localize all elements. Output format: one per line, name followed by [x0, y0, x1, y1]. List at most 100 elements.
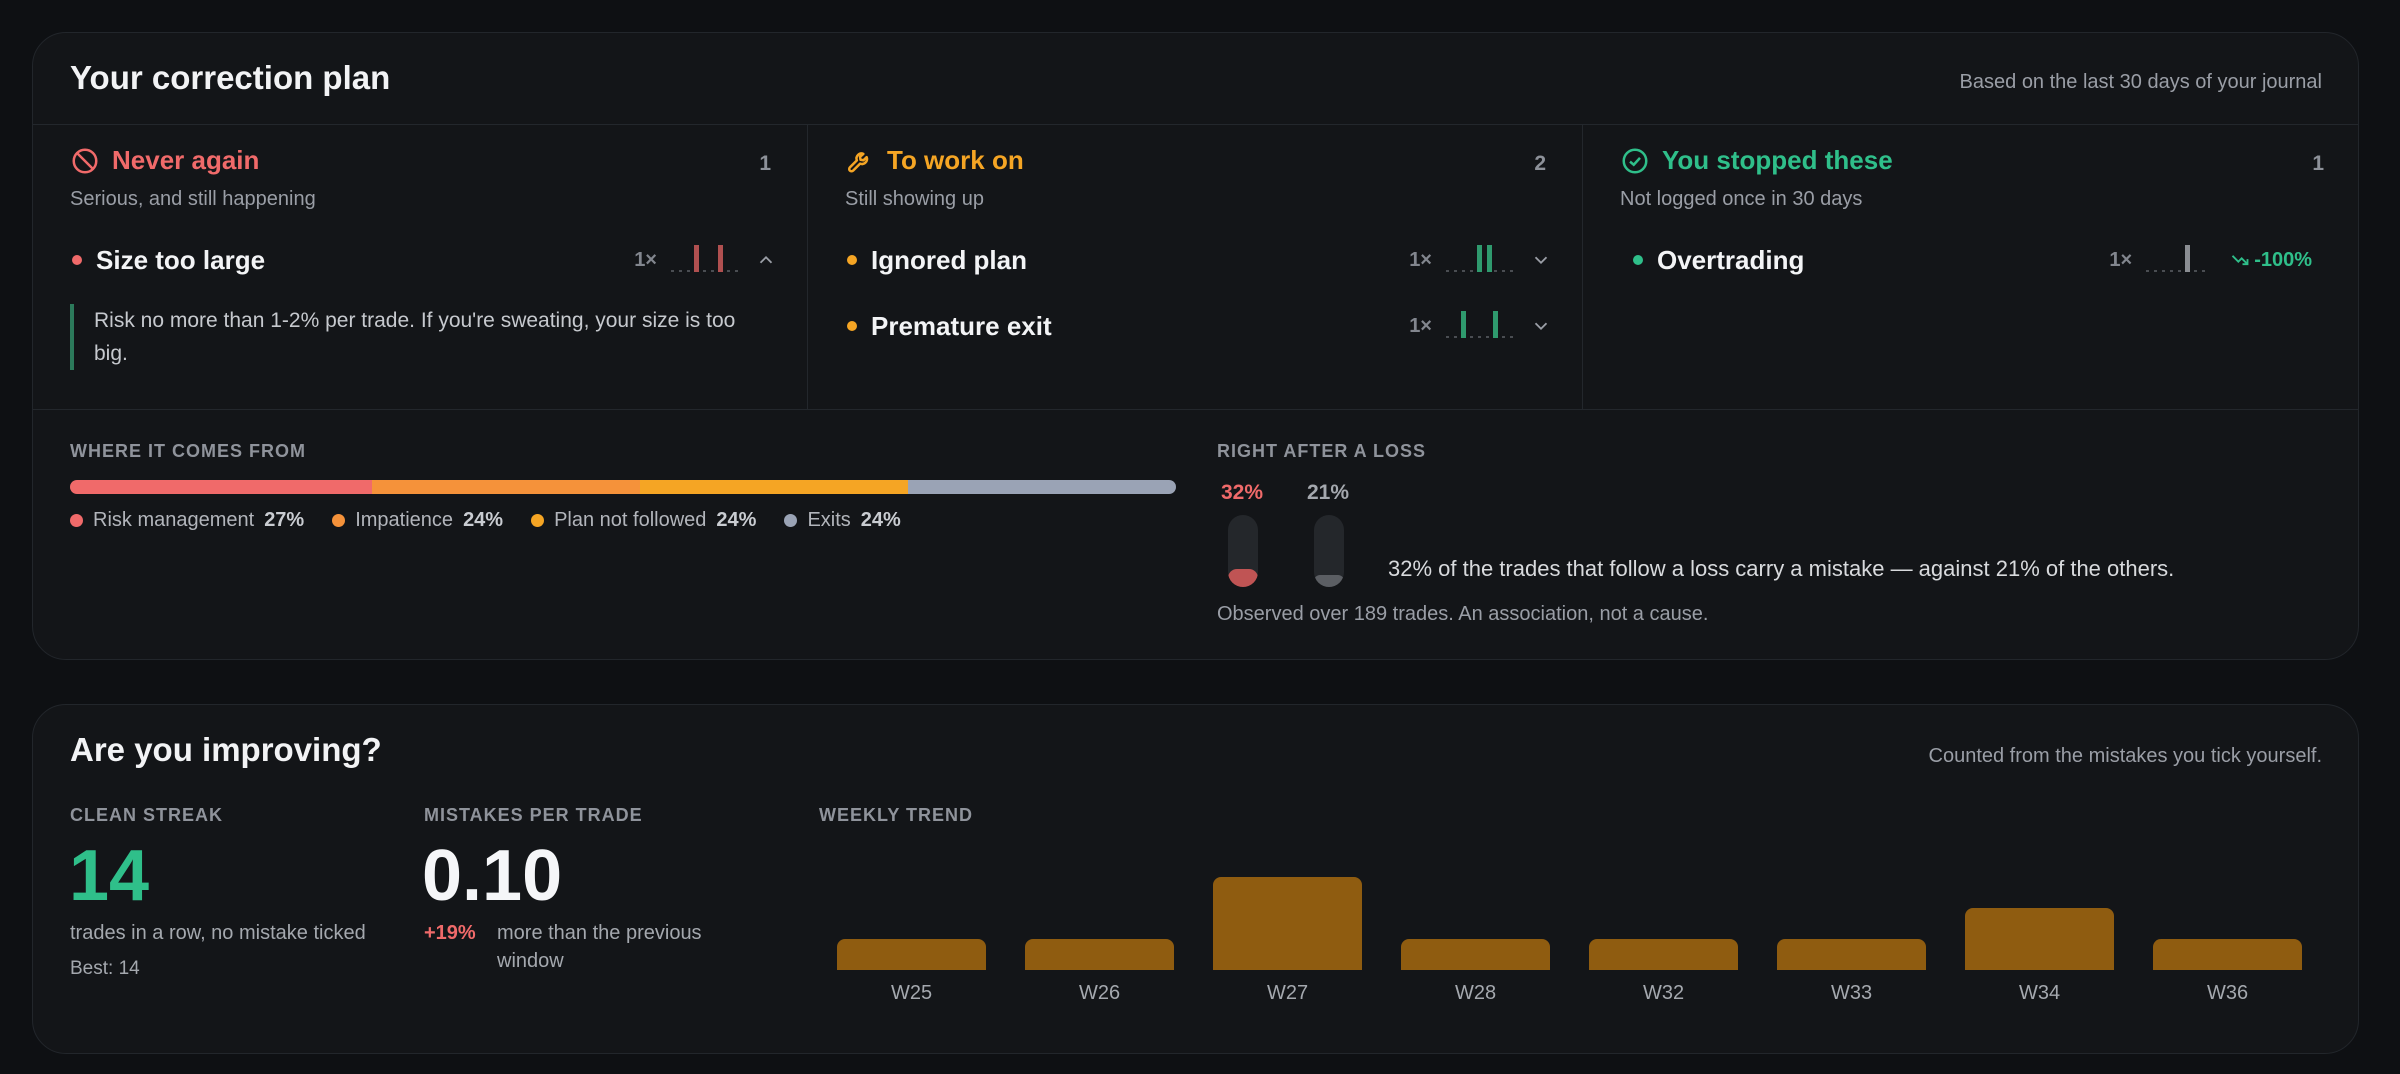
others-pct: 21%	[1307, 481, 1350, 504]
loss-sentence: 32% of the trades that follow a loss car…	[1388, 556, 2175, 581]
per-trade-caption: more than the previous	[497, 922, 702, 944]
after-loss-pct: 32%	[1221, 481, 1264, 504]
legend-item: Risk management 27%	[70, 509, 304, 532]
streak-value: 14	[69, 836, 150, 916]
origin-label: WHERE IT COMES FROM	[70, 441, 306, 461]
trend-tick-label: W28	[1455, 982, 1496, 1004]
mistake-item-size-too-large[interactable]: Size too large 1×	[70, 240, 777, 280]
sparkline	[2146, 245, 2206, 272]
divider	[33, 409, 2358, 410]
trend-value: -100%	[2254, 248, 2312, 271]
trend-bar-base	[2153, 962, 2302, 970]
origin-segment	[907, 480, 1176, 494]
card-title: Are you improving?	[70, 731, 382, 768]
column-subtitle: Not logged once in 30 days	[1620, 188, 1863, 210]
legend-value: 24%	[463, 509, 504, 531]
others-gauge	[1314, 515, 1344, 587]
mistake-item-ignored-plan[interactable]: Ignored plan 1×	[845, 240, 1552, 280]
column-count: 1	[759, 152, 771, 175]
trend-badge: -100%	[2230, 249, 2312, 272]
mistake-count: 1×	[2109, 248, 2133, 271]
legend-label: Plan not followed	[554, 509, 707, 531]
sparkline	[1446, 245, 1513, 272]
column-never-again: Never again 1 Serious, and still happeni…	[33, 124, 807, 409]
legend-value: 27%	[264, 509, 305, 531]
weekly-trend-label: WEEKLY TREND	[819, 805, 974, 825]
status-dot	[847, 255, 857, 265]
column-count: 1	[2312, 152, 2324, 175]
sparkline	[671, 245, 738, 272]
mistake-name: Ignored plan	[871, 244, 1027, 275]
status-dot	[847, 321, 857, 331]
chevron-up-icon[interactable]	[755, 249, 777, 271]
column-stopped: You stopped these 1 Not logged once in 3…	[1583, 124, 2358, 409]
column-header: Never again	[70, 145, 259, 176]
mistake-item-overtrading[interactable]: Overtrading 1× -100%	[1631, 240, 2312, 280]
trending-down-icon	[2232, 255, 2249, 266]
origin-legend: Risk management 27% Impatience 24% Plan no…	[70, 509, 901, 532]
per-trade-caption: window	[497, 950, 564, 972]
legend-label: Exits	[807, 509, 851, 531]
per-trade-change: +19%	[424, 922, 476, 944]
chevron-down-icon[interactable]	[1530, 249, 1552, 271]
sparkline	[1446, 311, 1513, 338]
trend-bar-base	[837, 962, 986, 970]
per-trade-value: 0.10	[422, 836, 563, 916]
gauge-fill	[1314, 575, 1344, 587]
trend-bar[interactable]	[1965, 908, 2114, 970]
legend-value: 24%	[860, 509, 901, 531]
trend-tick-label: W25	[891, 982, 932, 1004]
trend-tick-label: W27	[1267, 982, 1308, 1004]
mistake-count: 1×	[634, 248, 657, 271]
check-circle-icon	[1622, 148, 1648, 173]
legend-label: Impatience	[355, 509, 454, 531]
status-dot	[72, 255, 82, 265]
trend-tick-label: W26	[1079, 982, 1120, 1004]
legend-item: Impatience 24%	[332, 509, 503, 532]
streak-best: Best: 14	[70, 958, 140, 979]
trend-bar-base	[1589, 962, 1738, 970]
advice-text: Risk no more than 1-2% per trade. If you…	[70, 304, 770, 370]
legend-item: Plan not followed 24%	[531, 509, 756, 532]
streak-caption: trades in a row, no mistake ticked	[70, 922, 366, 944]
legend-dot	[531, 514, 545, 527]
mistake-name: Size too large	[96, 244, 266, 275]
wrench-icon	[848, 151, 869, 172]
trend-bar-base	[1025, 962, 1174, 970]
legend-label: Risk management	[93, 509, 255, 531]
column-header: To work on	[845, 145, 1024, 176]
column-to-work-on: To work on 2 Still showing up Ignored pl…	[808, 124, 1582, 409]
mistake-item-premature-exit[interactable]: Premature exit 1×	[845, 306, 1552, 346]
origin-segment	[371, 480, 640, 494]
gauge-fill	[1228, 569, 1258, 587]
loss-footnote: Observed over 189 trades. An association…	[1217, 603, 1709, 625]
column-header: You stopped these	[1620, 145, 1893, 176]
divider	[33, 124, 2358, 125]
origin-stacked-bar	[70, 480, 1176, 494]
chevron-down-icon[interactable]	[1530, 315, 1552, 337]
divider	[1582, 124, 1583, 409]
weekly-trend-chart: W25 W26 W27 W28 W32 W33 W34 W36	[837, 877, 2302, 1004]
card-note: Based on the last 30 days of your journa…	[1959, 71, 2322, 93]
trend-tick-label: W34	[2019, 982, 2060, 1004]
after-loss-gauge	[1228, 515, 1258, 587]
card-title: Your correction plan	[70, 59, 391, 96]
column-subtitle: Still showing up	[845, 188, 984, 210]
legend-dot	[70, 514, 83, 527]
mistake-count: 1×	[1409, 314, 1432, 337]
mistake-count: 1×	[1409, 248, 1432, 271]
trend-bar[interactable]	[1213, 877, 1362, 970]
mistake-name: Overtrading	[1657, 244, 1805, 275]
mistake-name: Premature exit	[871, 310, 1052, 341]
correction-plan-card: Your correction plan Based on the last 3…	[32, 32, 2359, 660]
legend-dot	[784, 514, 798, 527]
card-note: Counted from the mistakes you tick yours…	[1928, 745, 2323, 767]
loss-label: RIGHT AFTER A LOSS	[1217, 441, 1426, 461]
ban-icon	[72, 148, 98, 173]
column-title: Never again	[112, 145, 260, 175]
divider	[807, 124, 808, 409]
origin-segment	[70, 480, 372, 494]
trend-bar-base	[1213, 962, 1362, 970]
column-title: You stopped these	[1662, 145, 1893, 175]
column-title: To work on	[887, 145, 1024, 175]
